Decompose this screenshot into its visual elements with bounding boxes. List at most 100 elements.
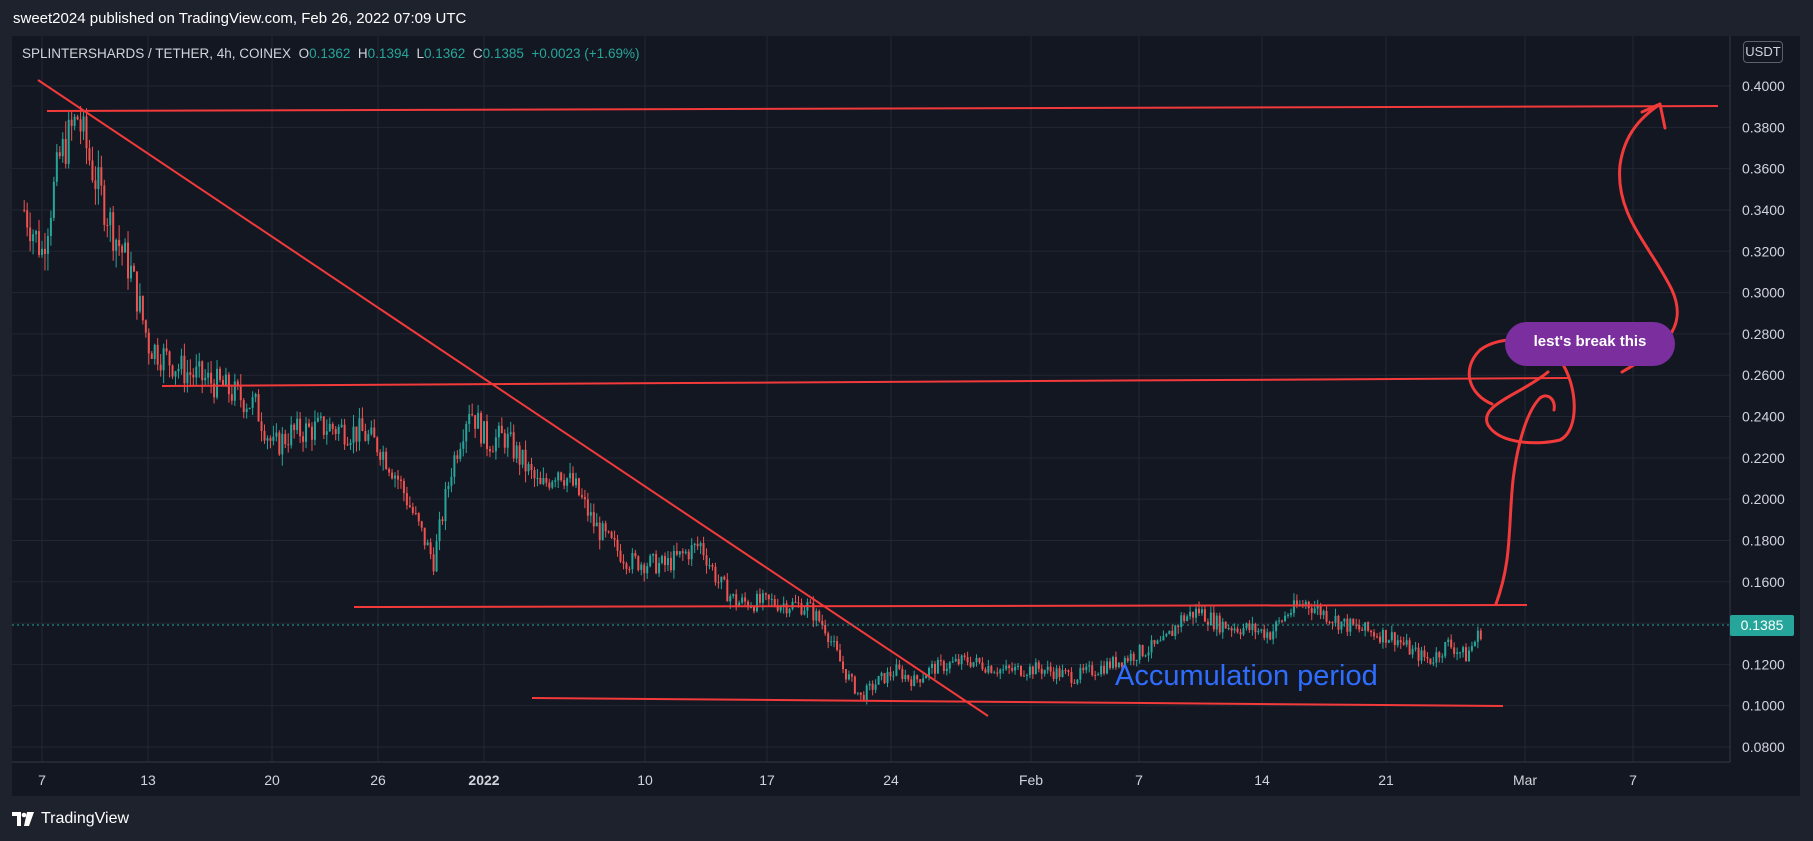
candle-body (616, 539, 619, 551)
candle-body (598, 522, 601, 541)
candle-body (726, 579, 729, 602)
resistance-line-middle (161, 377, 1569, 387)
symbol-legend[interactable]: SPLINTERSHARDS / TETHER, 4h, COINEX O0.1… (22, 46, 639, 61)
candle-body (554, 480, 557, 482)
x-tick-label: 10 (637, 772, 653, 788)
candle-body (1361, 629, 1364, 631)
candle-body (512, 432, 515, 459)
candle-body (257, 394, 260, 422)
candle-body (1254, 623, 1257, 633)
candle-body (631, 552, 634, 570)
candle-body (925, 675, 928, 679)
x-tick-label: 26 (370, 772, 386, 788)
candle-body (132, 265, 135, 272)
candle-body (693, 543, 696, 546)
candle-body (379, 452, 382, 460)
candle-body (67, 119, 70, 164)
chart-axes: 0.4000 0.3800 0.3600 0.3400 0.3200 0.3000 0.28… (12, 36, 1785, 788)
candle-body (435, 541, 438, 572)
candle-body (447, 485, 450, 490)
candle-body (889, 671, 892, 677)
candle-body (456, 455, 459, 459)
candle-body (643, 564, 646, 574)
candle-body (1236, 628, 1239, 633)
candle-body (186, 372, 189, 384)
candle-body (681, 551, 684, 554)
candle-body (1034, 662, 1037, 675)
candle-body (402, 480, 405, 494)
candle-body (1328, 621, 1331, 623)
candle-body (1203, 609, 1206, 622)
candle-body (1082, 667, 1085, 671)
candle-body (192, 374, 195, 378)
candle-body (497, 425, 500, 438)
candle-body (797, 602, 800, 604)
candle-body (144, 320, 147, 333)
x-tick-label: Feb (1019, 772, 1043, 788)
candle-body (100, 167, 103, 186)
candle-body (43, 248, 46, 255)
candle-body (1429, 658, 1432, 664)
x-tick-label: 7 (1135, 772, 1143, 788)
candle-body (963, 655, 966, 657)
candle-body (533, 470, 536, 479)
currency-unit-button[interactable]: USDT (1743, 41, 1783, 63)
candle-body (248, 407, 251, 409)
candle-body (865, 685, 868, 701)
candle-body (494, 437, 497, 452)
candle-body (741, 597, 744, 603)
candle-body (913, 675, 916, 687)
candle-body (1295, 600, 1298, 606)
candle-body (1373, 632, 1376, 637)
candle-body (1239, 632, 1242, 635)
close-label: C (472, 46, 483, 61)
candle-body (1408, 640, 1411, 655)
candle-body (162, 348, 165, 371)
candle-body (349, 442, 352, 445)
candlestick-series (23, 105, 1482, 705)
candle-body (1043, 670, 1046, 674)
candle-body (1192, 611, 1195, 618)
y-tick-label: 0.2400 (1742, 409, 1785, 425)
candle-body (32, 234, 35, 242)
accumulation-text-note[interactable]: Accumulation period (1115, 660, 1378, 692)
candle-body (1444, 642, 1447, 657)
candle-body (1364, 622, 1367, 631)
candle-body (135, 271, 138, 312)
tradingview-logo[interactable]: TradingView (12, 808, 129, 830)
candle-body (957, 658, 960, 665)
y-tick-label: 0.4000 (1742, 78, 1785, 94)
candle-body (1177, 625, 1180, 628)
candle-body (367, 434, 370, 441)
candle-body (1171, 630, 1174, 636)
candle-body (1245, 623, 1248, 629)
candle-body (1453, 647, 1456, 654)
candle-body (1358, 624, 1361, 630)
candle-body (939, 660, 942, 662)
candle-body (951, 661, 954, 663)
candle-body (833, 640, 836, 642)
candle-body (1438, 652, 1441, 658)
candle-body (767, 594, 770, 600)
candle-body (580, 495, 583, 498)
candle-body (1423, 650, 1426, 657)
candle-body (910, 679, 913, 687)
candle-body (1387, 640, 1390, 643)
candle-body (213, 383, 216, 398)
candle-body (622, 561, 625, 564)
candle-body (1073, 682, 1076, 684)
candle-body (1022, 675, 1025, 677)
candle-body (539, 477, 542, 485)
candle-body (1319, 605, 1322, 616)
symbol-name[interactable]: SPLINTERSHARDS / TETHER, 4h, COINEX (22, 46, 292, 61)
candle-body (619, 550, 622, 562)
candle-body (79, 119, 82, 132)
candle-body (1325, 610, 1328, 622)
candle-body (358, 418, 361, 442)
candle-body (1343, 618, 1346, 622)
candle-body (1189, 611, 1192, 617)
candle-body (290, 424, 293, 446)
callout-note[interactable]: lest's break this (1505, 322, 1675, 366)
y-tick-label: 0.3800 (1742, 119, 1785, 135)
